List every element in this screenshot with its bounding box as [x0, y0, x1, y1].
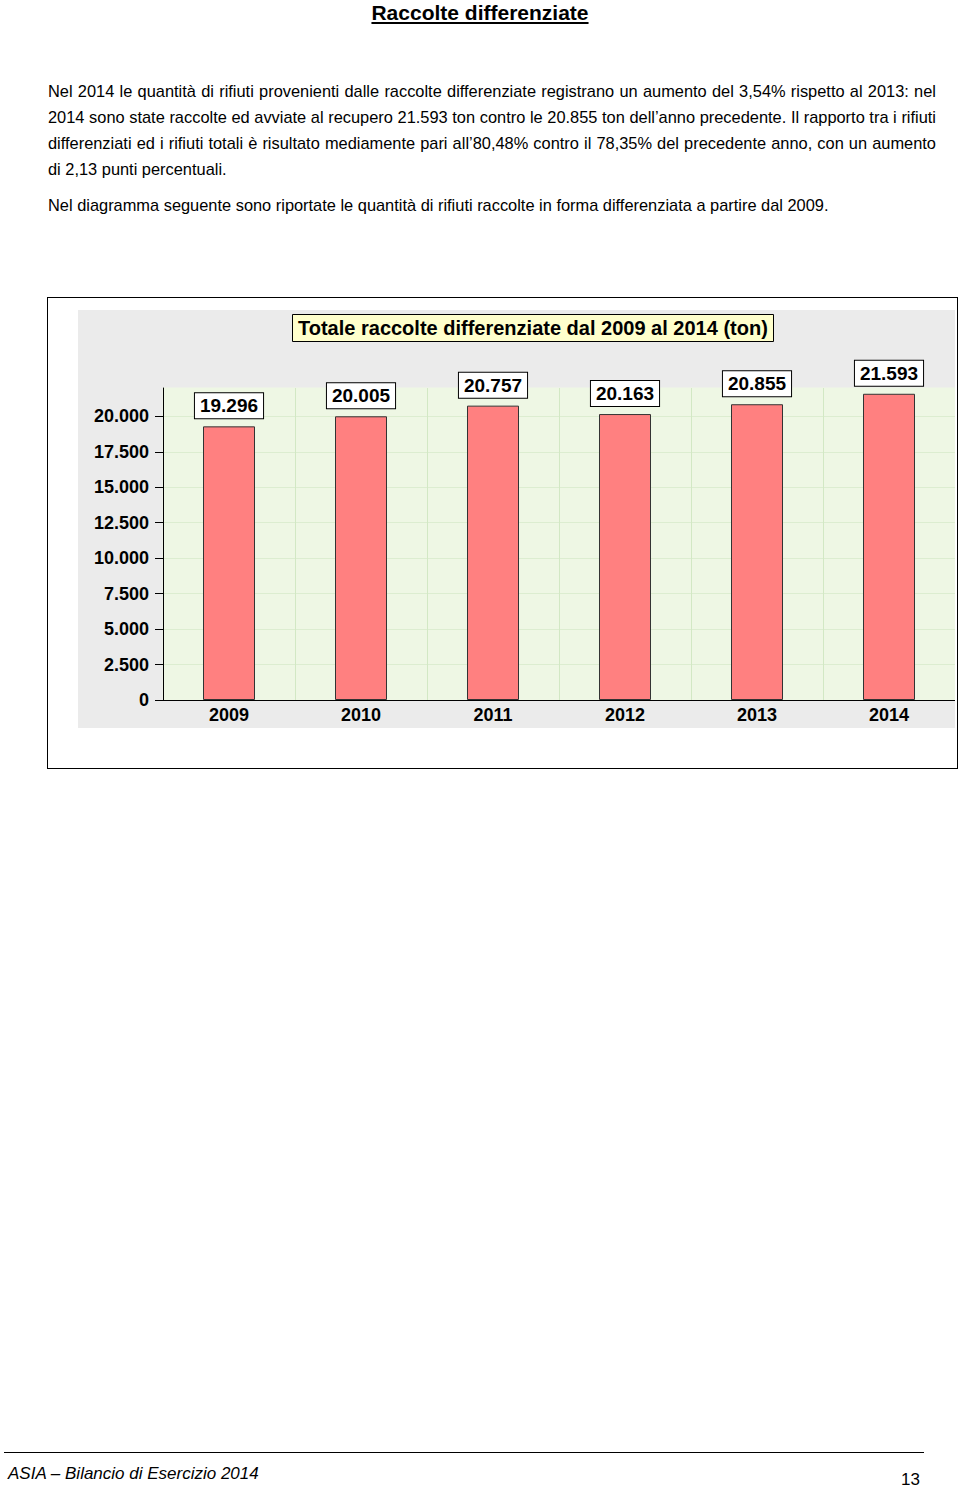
svg-text:17.500: 17.500: [94, 442, 149, 462]
svg-text:12.500: 12.500: [94, 513, 149, 533]
svg-text:0: 0: [139, 690, 149, 710]
svg-text:20.005: 20.005: [332, 385, 391, 406]
svg-text:21.593: 21.593: [860, 363, 918, 384]
html-text:Raccolte differenziate: Raccolte differenziate: [371, 1, 589, 24]
svg-text:7.500: 7.500: [104, 584, 149, 604]
svg-text:10.000: 10.000: [94, 548, 149, 568]
html-text:Nel diagramma seguente sono ri: Nel diagramma seguente sono riportate le…: [48, 196, 829, 214]
html-text:13: 13: [901, 1470, 920, 1489]
html-text:ASIA – Bilancio di Esercizio 2: ASIA – Bilancio di Esercizio 2014: [8, 1464, 259, 1483]
svg-text:20.855: 20.855: [728, 373, 787, 394]
svg-text:2009: 2009: [209, 705, 249, 725]
svg-text:2010: 2010: [341, 705, 381, 725]
svg-text:15.000: 15.000: [94, 477, 149, 497]
svg-text:20.000: 20.000: [94, 406, 149, 426]
svg-text:5.000: 5.000: [104, 619, 149, 639]
svg-text:2011: 2011: [473, 705, 512, 725]
svg-text:2013: 2013: [737, 705, 777, 725]
svg-text:20.757: 20.757: [464, 375, 522, 396]
html-text:Nel 2014 le quantità di rifiut: Nel 2014 le quantità di rifiuti provenie…: [48, 82, 936, 178]
svg-text:Totale raccolte differenziate: Totale raccolte differenziate dal 2009 a…: [298, 317, 768, 339]
svg-text:2012: 2012: [605, 705, 645, 725]
svg-text:20.163: 20.163: [596, 383, 654, 404]
svg-text:2.500: 2.500: [104, 655, 149, 675]
svg-text:2014: 2014: [869, 705, 909, 725]
svg-text:19.296: 19.296: [200, 395, 258, 416]
